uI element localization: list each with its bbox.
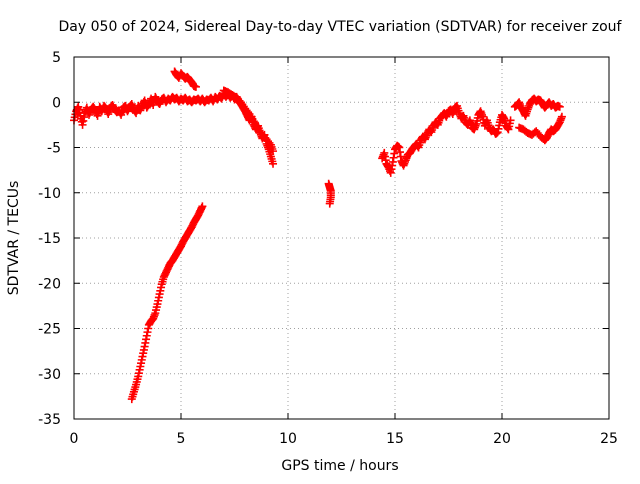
x-tick-label: 0 <box>70 431 79 447</box>
x-tick-label: 20 <box>493 431 511 447</box>
x-axis-label: GPS time / hours <box>281 458 398 474</box>
y-tick-label: 0 <box>52 95 61 111</box>
y-tick-label: -10 <box>38 186 61 202</box>
y-tick-label: -5 <box>47 141 61 157</box>
y-tick-label: 5 <box>52 50 61 66</box>
chart-svg: 0 5 10 15 20 25 5 0 -5 -10 -15 -20 -25 -30 -35 Day 050… <box>0 0 640 480</box>
x-tick-label: 25 <box>600 431 618 447</box>
x-tick-label: 15 <box>386 431 404 447</box>
y-tick-label: -15 <box>38 231 61 247</box>
x-tick-label: 10 <box>279 431 297 447</box>
chart-background <box>0 0 640 480</box>
y-tick-label: -35 <box>38 412 61 428</box>
y-tick-label: -30 <box>38 367 61 383</box>
chart-title: Day 050 of 2024, Sidereal Day-to-day VTE… <box>59 19 623 35</box>
chart-container: 0 5 10 15 20 25 5 0 -5 -10 -15 -20 -25 -30 -35 Day 050… <box>0 0 640 480</box>
x-tick-label: 5 <box>177 431 186 447</box>
y-tick-label: -25 <box>38 322 61 338</box>
y-axis-label: SDTVAR / TECUs <box>6 181 22 296</box>
y-tick-label: -20 <box>38 276 61 292</box>
